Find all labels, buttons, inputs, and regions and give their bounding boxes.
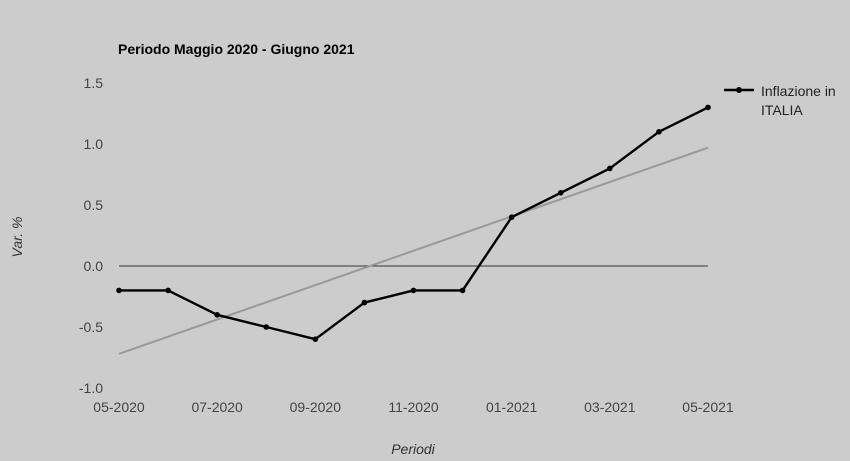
y-tick-label: 1.0 bbox=[84, 136, 104, 152]
y-axis-label: Var. % bbox=[9, 217, 25, 258]
data-point bbox=[607, 165, 613, 172]
y-tick-label: -0.5 bbox=[79, 319, 103, 335]
chart-title: Periodo Maggio 2020 - Giugno 2021 bbox=[118, 41, 355, 57]
x-axis-ticks: 05-2020 07-2020 09-2020 11-2020 01-2021 03-20… bbox=[93, 399, 734, 415]
x-tick-label: 11-2020 bbox=[388, 399, 439, 415]
data-point bbox=[312, 336, 319, 343]
x-tick-label: 01-2021 bbox=[486, 399, 538, 415]
data-point bbox=[656, 129, 662, 135]
x-tick-label: 05-2020 bbox=[93, 399, 145, 415]
y-tick-label: 1.5 bbox=[84, 75, 104, 91]
data-point bbox=[116, 287, 122, 294]
trendline bbox=[118, 146, 709, 355]
data-point bbox=[361, 299, 368, 306]
x-axis-label: Periodi bbox=[391, 441, 435, 457]
y-tick-label: -1.0 bbox=[79, 380, 103, 396]
legend-label-line-2: ITALIA bbox=[761, 102, 803, 118]
series-line-inflazione bbox=[119, 106, 709, 341]
y-tick-label: 0.0 bbox=[84, 258, 104, 274]
data-point bbox=[459, 287, 466, 294]
data-point bbox=[508, 214, 515, 220]
data-point bbox=[705, 104, 711, 111]
data-point bbox=[557, 190, 564, 196]
legend-label: Inflazione in ITALIA bbox=[761, 83, 840, 118]
series-points bbox=[116, 104, 711, 343]
x-tick-label: 07-2020 bbox=[191, 399, 243, 415]
legend-label-line-1: Inflazione in bbox=[761, 83, 836, 99]
legend-marker bbox=[736, 87, 742, 93]
data-point bbox=[214, 312, 220, 318]
data-point bbox=[263, 324, 270, 330]
data-point bbox=[165, 287, 171, 294]
data-point bbox=[410, 287, 417, 294]
legend: Inflazione in ITALIA bbox=[724, 83, 840, 118]
x-tick-label: 03-2021 bbox=[584, 399, 636, 415]
x-tick-label: 05-2021 bbox=[682, 399, 734, 415]
x-tick-label: 09-2020 bbox=[290, 399, 342, 415]
y-tick-label: 0.5 bbox=[84, 197, 104, 213]
y-axis-ticks: 1.5 1.0 0.5 0.0 -0.5 -1.0 bbox=[79, 75, 103, 396]
